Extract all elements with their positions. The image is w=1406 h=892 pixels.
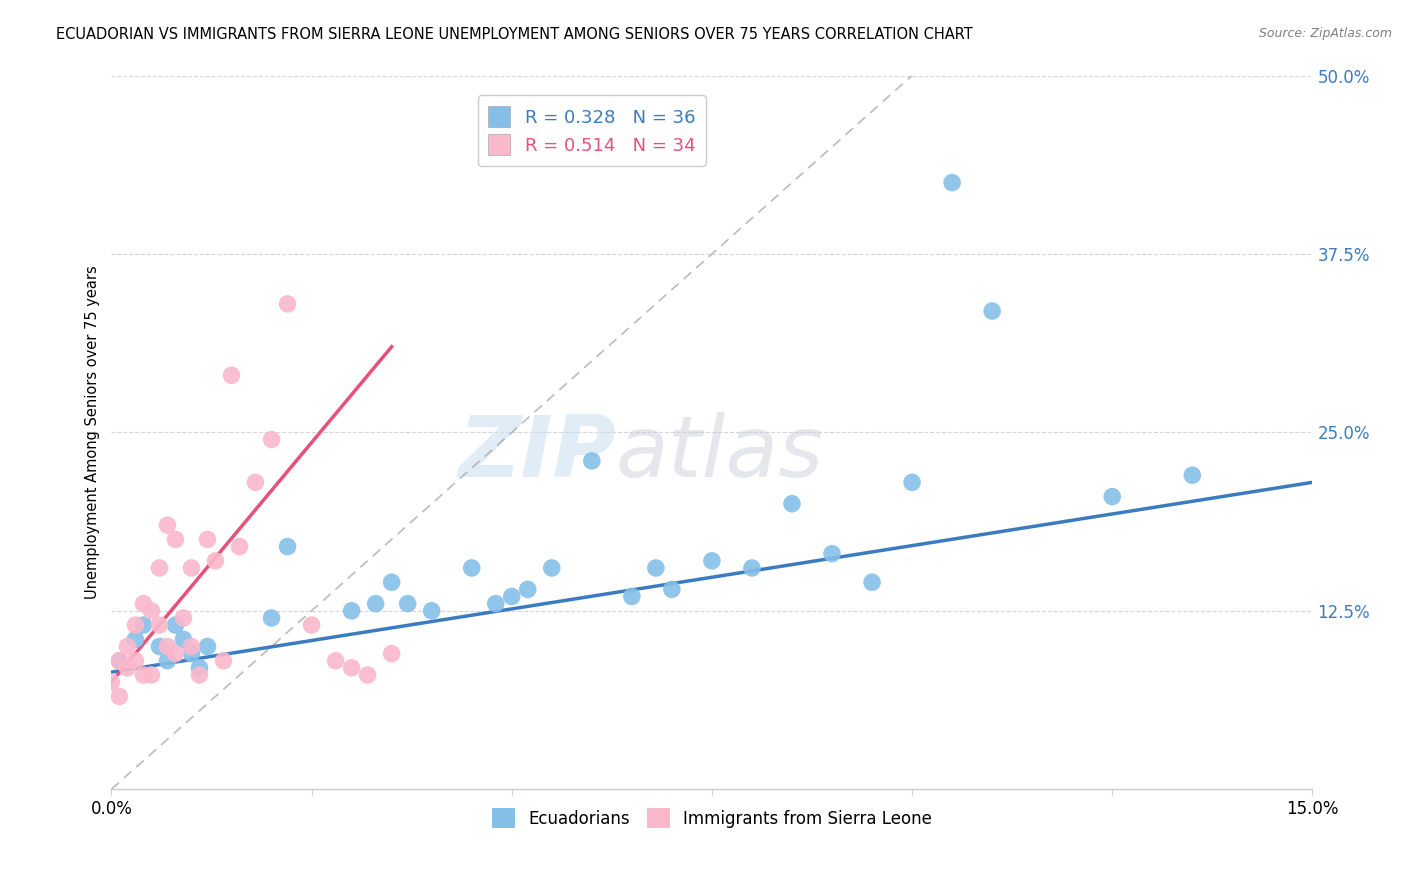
Text: ECUADORIAN VS IMMIGRANTS FROM SIERRA LEONE UNEMPLOYMENT AMONG SENIORS OVER 75 YE: ECUADORIAN VS IMMIGRANTS FROM SIERRA LEO…	[56, 27, 973, 42]
Point	[180, 561, 202, 575]
Point	[364, 597, 387, 611]
Text: ZIP: ZIP	[458, 412, 616, 495]
Point	[156, 518, 179, 533]
Point	[197, 533, 219, 547]
Point	[301, 618, 323, 632]
Point	[148, 618, 170, 632]
Point	[172, 611, 194, 625]
Point	[325, 654, 347, 668]
Point	[132, 618, 155, 632]
Point	[501, 590, 523, 604]
Point	[180, 640, 202, 654]
Point	[117, 640, 139, 654]
Point	[141, 668, 163, 682]
Point	[124, 632, 146, 647]
Point	[277, 540, 299, 554]
Point	[124, 618, 146, 632]
Point	[132, 597, 155, 611]
Point	[165, 647, 187, 661]
Point	[741, 561, 763, 575]
Point	[277, 297, 299, 311]
Point	[485, 597, 508, 611]
Point	[204, 554, 226, 568]
Point	[420, 604, 443, 618]
Point	[148, 561, 170, 575]
Point	[108, 654, 131, 668]
Point	[981, 304, 1004, 318]
Point	[221, 368, 243, 383]
Point	[620, 590, 643, 604]
Point	[156, 640, 179, 654]
Point	[260, 433, 283, 447]
Point	[148, 640, 170, 654]
Text: atlas: atlas	[616, 412, 824, 495]
Point	[108, 690, 131, 704]
Point	[228, 540, 250, 554]
Point	[516, 582, 538, 597]
Point	[100, 675, 122, 690]
Point	[165, 618, 187, 632]
Point	[700, 554, 723, 568]
Point	[780, 497, 803, 511]
Point	[245, 475, 267, 490]
Point	[172, 632, 194, 647]
Point	[860, 575, 883, 590]
Point	[340, 604, 363, 618]
Point	[381, 647, 404, 661]
Y-axis label: Unemployment Among Seniors over 75 years: Unemployment Among Seniors over 75 years	[86, 266, 100, 599]
Point	[117, 661, 139, 675]
Point	[260, 611, 283, 625]
Point	[108, 654, 131, 668]
Point	[941, 176, 963, 190]
Point	[821, 547, 844, 561]
Point	[156, 654, 179, 668]
Point	[141, 604, 163, 618]
Legend: Ecuadorians, Immigrants from Sierra Leone: Ecuadorians, Immigrants from Sierra Leon…	[485, 802, 939, 834]
Point	[132, 668, 155, 682]
Point	[1181, 468, 1204, 483]
Point	[901, 475, 924, 490]
Text: Source: ZipAtlas.com: Source: ZipAtlas.com	[1258, 27, 1392, 40]
Point	[396, 597, 419, 611]
Point	[581, 454, 603, 468]
Point	[661, 582, 683, 597]
Point	[124, 654, 146, 668]
Point	[197, 640, 219, 654]
Point	[540, 561, 562, 575]
Point	[188, 661, 211, 675]
Point	[356, 668, 378, 682]
Point	[180, 647, 202, 661]
Point	[461, 561, 484, 575]
Point	[188, 668, 211, 682]
Point	[381, 575, 404, 590]
Point	[340, 661, 363, 675]
Point	[644, 561, 666, 575]
Point	[165, 533, 187, 547]
Point	[1101, 490, 1123, 504]
Point	[212, 654, 235, 668]
